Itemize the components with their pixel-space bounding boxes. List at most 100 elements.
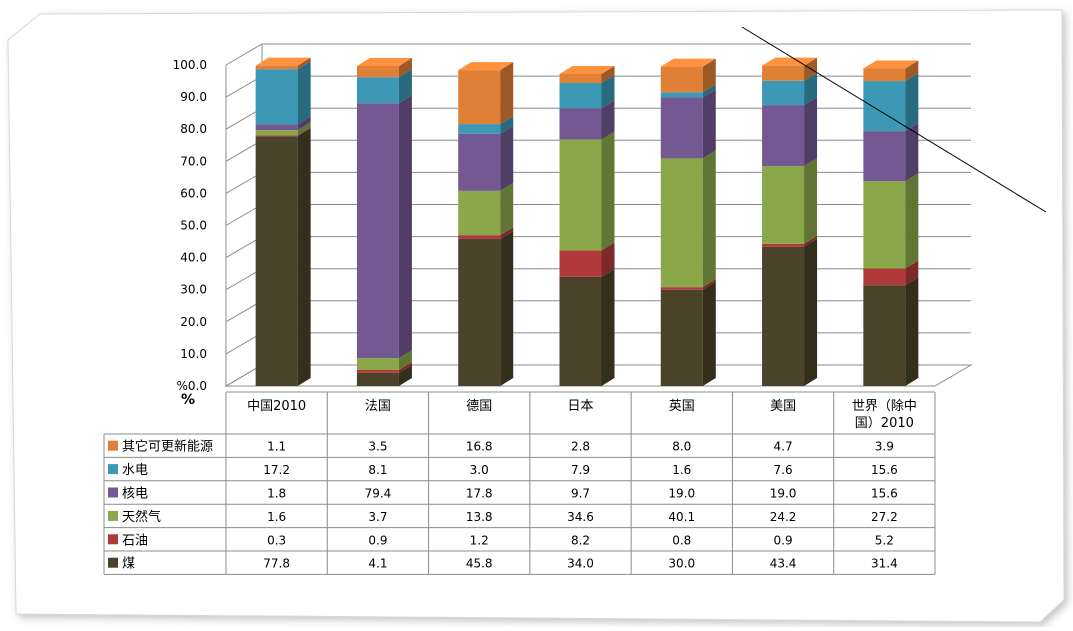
y-tick-label: 30.0: [180, 283, 207, 297]
bars-layer: [255, 57, 919, 386]
data-value: 43.4: [770, 557, 797, 571]
table-row-石油: 石油 0.3 0.9 1.2 8.2 0.8 0.9 5.2: [108, 533, 894, 548]
y-tick-label: 70.0: [180, 154, 207, 168]
bar-segment-石油: [660, 279, 716, 290]
bar-segment-其它可更新能源: [559, 65, 615, 83]
bar-segment-水电: [863, 73, 919, 132]
bar-segment-石油: [559, 242, 615, 277]
x-category-label: 法国: [365, 399, 391, 414]
data-value: 17.2: [263, 463, 290, 477]
y-tick-label: 20.0: [180, 315, 207, 329]
bar-segment-水电: [559, 74, 615, 109]
data-value: 9.7: [571, 487, 590, 501]
bar-segment-其它可更新能源: [458, 62, 514, 125]
data-value: 3.9: [875, 440, 894, 454]
table-row-煤: 煤 77.8 4.1 45.8 34.0 30.0 43.4 31.4: [108, 557, 898, 572]
table-row-其它可更新能源: 其它可更新能源 1.1 3.5 16.8 2.8 8.0 4.7 3.9: [108, 439, 894, 455]
bar-segment-石油: [255, 127, 311, 137]
bar-segment-天然气: [660, 150, 716, 288]
data-value: 1.1: [267, 440, 286, 454]
data-value: 3.7: [368, 510, 387, 524]
data-value: 24.2: [770, 510, 797, 524]
svg-text:美国: 美国: [770, 399, 796, 414]
data-value: 79.4: [365, 487, 392, 501]
bar-segment-其它可更新能源: [356, 57, 412, 78]
bar-segment-石油: [458, 227, 514, 239]
x-category-label: 美国: [770, 399, 796, 414]
data-value: 17.8: [466, 487, 493, 501]
data-value: 8.1: [368, 463, 387, 477]
y-tick-label: 10.0: [180, 347, 207, 361]
svg-text:日本: 日本: [567, 399, 593, 414]
bar-segment-核电: [458, 125, 514, 191]
data-value: 4.1: [368, 557, 387, 571]
bar-segment-天然气: [559, 131, 615, 251]
x-category-label: 英国: [669, 399, 695, 414]
data-table: 中国2010 法国 德国 日本 英国 美国 世界（除中国）2010 其它可更新能源 1.1 3.5…: [103, 391, 936, 575]
legend-label: 水电: [122, 463, 148, 478]
bar-segment-石油: [356, 361, 412, 373]
svg-text:世界（除中: 世界（除中: [852, 399, 917, 414]
bar-segment-核电: [255, 116, 311, 131]
bar-segment-煤: [762, 238, 818, 386]
y-tick-label: 50.0: [180, 219, 207, 233]
svg-text:德国: 德国: [466, 399, 492, 414]
legend-label: 天然气: [122, 509, 161, 525]
legend-swatch: [108, 557, 118, 568]
svg-text:法国: 法国: [365, 399, 391, 414]
data-value: 30.0: [668, 557, 695, 571]
bar-segment-核电: [356, 95, 412, 359]
x-category-label: 中国2010: [247, 399, 306, 414]
table-row-天然气: 天然气 1.6 3.7 13.8 34.6 40.1 24.2 27.2: [108, 509, 898, 525]
bar-segment-石油: [863, 260, 919, 286]
bar-segment-核电: [660, 89, 716, 159]
bar-segment-其它可更新能源: [660, 58, 716, 93]
bar-segment-煤: [255, 128, 311, 386]
data-value: 2.8: [571, 440, 590, 454]
legend-swatch: [108, 440, 118, 451]
bar-segment-其它可更新能源: [255, 57, 311, 70]
data-value: 1.8: [267, 487, 286, 501]
data-value: 15.6: [871, 463, 898, 477]
data-value: 31.4: [871, 557, 898, 571]
svg-text:国）2010: 国）2010: [855, 416, 914, 431]
bar-segment-煤: [660, 281, 716, 386]
data-value: 0.9: [368, 533, 387, 547]
svg-text:英国: 英国: [669, 399, 695, 414]
bar-segment-水电: [458, 116, 514, 134]
y-tick-label: 90.0: [180, 90, 207, 104]
legend-label: 煤: [122, 557, 135, 572]
y-axis-title: %: [181, 392, 195, 408]
x-category-label: 日本: [567, 399, 593, 414]
bar-segment-水电: [762, 72, 818, 106]
legend-label: 其它可更新能源: [122, 439, 213, 455]
data-value: 77.8: [263, 557, 290, 571]
legend-swatch: [108, 487, 118, 498]
bar-segment-煤: [559, 268, 615, 386]
data-value: 3.0: [470, 463, 489, 477]
bar-segment-煤: [863, 277, 919, 386]
data-value: 3.5: [368, 440, 387, 454]
bar-segment-天然气: [356, 350, 412, 370]
data-value: 0.3: [267, 533, 286, 547]
legend-swatch: [108, 464, 118, 475]
data-value: 1.2: [470, 533, 489, 547]
bar-segment-天然气: [762, 158, 818, 244]
bar-segment-水电: [255, 61, 311, 125]
data-value: 45.8: [466, 557, 493, 571]
table-row-水电: 水电 17.2 8.1 3.0 7.9 1.6 7.6 15.6: [108, 463, 898, 478]
bar-segment-其它可更新能源: [762, 57, 818, 81]
bar-segment-核电: [863, 123, 919, 182]
legend-swatch: [108, 534, 118, 545]
legend-label: 石油: [122, 533, 148, 548]
bar-segment-煤: [356, 364, 412, 386]
axis-layer: %0.0 10.0 20.0 30.0 40.0 50.0 60.0 70.0 80.0 90.0…: [173, 58, 207, 408]
bar-segment-水电: [356, 69, 412, 104]
y-tick-label: 80.0: [180, 122, 207, 136]
x-category-label: 世界（除中国）2010: [852, 399, 917, 431]
bar-segment-煤: [458, 230, 514, 386]
data-value: 27.2: [871, 510, 898, 524]
y-tick-label: 40.0: [180, 251, 207, 265]
